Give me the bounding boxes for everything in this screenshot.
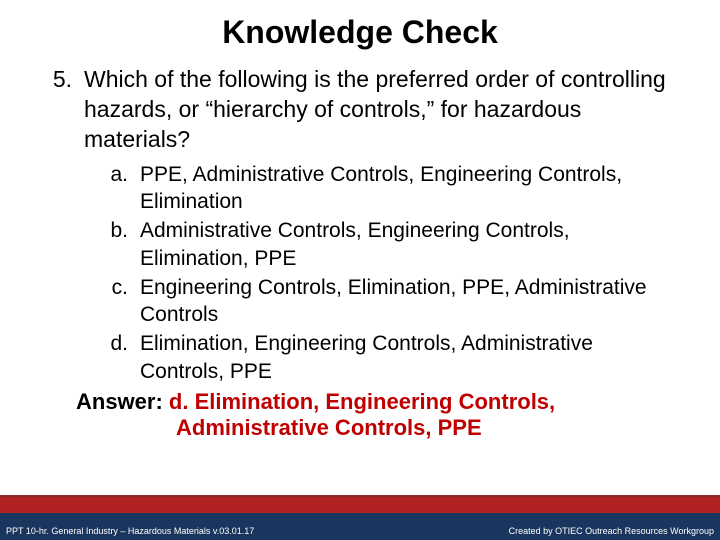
content-area: 5. Which of the following is the preferr… <box>0 59 720 441</box>
answer-block: Answer: d. Elimination, Engineering Cont… <box>42 389 678 441</box>
option-letter: b. <box>100 217 140 272</box>
option-letter: c. <box>100 274 140 329</box>
option-b: b. Administrative Controls, Engineering … <box>100 217 678 272</box>
option-a: a. PPE, Administrative Controls, Enginee… <box>100 161 678 216</box>
question-number: 5. <box>42 65 84 155</box>
question-row: 5. Which of the following is the preferr… <box>42 65 678 155</box>
answer-label: Answer: <box>76 389 169 414</box>
option-d: d. Elimination, Engineering Controls, Ad… <box>100 330 678 385</box>
footer-right-text: Created by OTIEC Outreach Resources Work… <box>509 526 714 536</box>
option-letter: d. <box>100 330 140 385</box>
answer-line1: Answer: d. Elimination, Engineering Cont… <box>76 389 678 415</box>
option-letter: a. <box>100 161 140 216</box>
option-text: PPE, Administrative Controls, Engineerin… <box>140 161 678 216</box>
option-text: Engineering Controls, Elimination, PPE, … <box>140 274 678 329</box>
options-list: a. PPE, Administrative Controls, Enginee… <box>42 161 678 385</box>
option-text: Elimination, Engineering Controls, Admin… <box>140 330 678 385</box>
footer-red-bar <box>0 495 720 513</box>
option-text: Administrative Controls, Engineering Con… <box>140 217 678 272</box>
footer-dark-bar: PPT 10-hr. General Industry – Hazardous … <box>0 513 720 540</box>
footer-left-text: PPT 10-hr. General Industry – Hazardous … <box>6 526 254 536</box>
answer-text-1: d. Elimination, Engineering Controls, <box>169 389 555 414</box>
question-text: Which of the following is the preferred … <box>84 65 678 155</box>
slide-title: Knowledge Check <box>0 0 720 59</box>
option-c: c. Engineering Controls, Elimination, PP… <box>100 274 678 329</box>
answer-line2: Administrative Controls, PPE <box>76 415 678 441</box>
